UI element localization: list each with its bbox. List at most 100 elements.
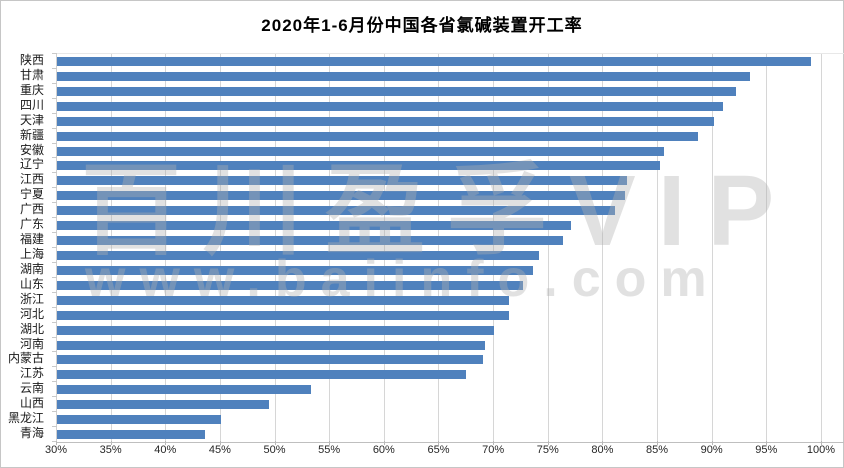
bar-辽宁 bbox=[57, 161, 661, 171]
bar-安徽 bbox=[57, 146, 664, 156]
y-axis-tick-label: 安徽 bbox=[19, 142, 44, 157]
y-axis-tick bbox=[52, 53, 57, 54]
y-axis-tick bbox=[52, 336, 57, 338]
x-axis-tick bbox=[602, 441, 604, 445]
x-axis-tick bbox=[110, 441, 112, 445]
gridline bbox=[657, 54, 659, 442]
y-axis-tick bbox=[52, 381, 57, 383]
y-axis-tick-label: 陕西 bbox=[19, 52, 44, 67]
y-axis-tick-label: 重庆 bbox=[19, 82, 44, 97]
gridline bbox=[274, 54, 276, 442]
bar-云南 bbox=[57, 385, 311, 395]
x-axis-tick bbox=[56, 441, 57, 445]
y-axis-tick bbox=[52, 366, 57, 368]
y-axis-tick bbox=[52, 187, 57, 189]
bar-天津 bbox=[57, 116, 714, 126]
y-axis-tick-label: 上海 bbox=[19, 246, 44, 261]
plot-area bbox=[56, 53, 844, 443]
y-axis-tick-label: 山西 bbox=[19, 396, 44, 411]
y-axis-tick bbox=[52, 321, 57, 323]
x-axis-tick-label: 40% bbox=[154, 444, 177, 456]
gridline bbox=[165, 54, 167, 442]
y-axis-tick bbox=[52, 157, 57, 159]
y-axis-tick bbox=[52, 127, 57, 129]
chart-title: 2020年1-6月份中国各省氯碱装置开工率 bbox=[261, 16, 583, 35]
y-axis-tick bbox=[52, 67, 57, 69]
bar-广西 bbox=[57, 206, 616, 216]
gridline bbox=[711, 54, 713, 442]
x-axis-labels: 30% 35% 40% 45% 50% 55% 60% 65% 70% 75% 80% 85% 90% 9… bbox=[1, 444, 844, 460]
x-axis-tick bbox=[657, 441, 659, 445]
x-axis-tick-label: 35% bbox=[99, 444, 122, 456]
x-axis-tick-label: 75% bbox=[536, 444, 559, 456]
x-axis-tick-label: 80% bbox=[591, 444, 614, 456]
gridline bbox=[820, 54, 822, 442]
y-axis-tick-label: 黑龙江 bbox=[7, 411, 44, 426]
y-axis-tick-label: 河北 bbox=[19, 306, 44, 321]
x-axis-tick-label: 90% bbox=[700, 444, 723, 456]
bar-山东 bbox=[57, 280, 523, 290]
gridline bbox=[219, 54, 221, 442]
bar-湖北 bbox=[57, 325, 495, 335]
x-axis-tick-label: 50% bbox=[263, 444, 286, 456]
y-axis-tick-label: 天津 bbox=[19, 112, 44, 127]
bar-河南 bbox=[57, 340, 486, 350]
y-axis-labels: 陕西 甘肃 重庆 四川 天津 新疆 安徽 辽宁 江西 宁夏 广西 广东 福建 上海 湖南 山东 浙江 河北 湖北 河南… bbox=[1, 53, 51, 441]
y-axis-tick-label: 甘肃 bbox=[19, 67, 44, 82]
y-axis-tick-label: 河南 bbox=[19, 336, 44, 351]
x-axis-tick-label: 100% bbox=[806, 444, 836, 456]
bar-重庆 bbox=[57, 86, 736, 96]
y-axis-tick bbox=[52, 247, 57, 248]
y-axis-tick-label: 山东 bbox=[19, 276, 44, 291]
bar-广东 bbox=[57, 221, 571, 231]
y-axis-tick bbox=[52, 202, 57, 204]
x-axis-tick bbox=[820, 441, 822, 445]
y-axis-tick-label: 内蒙古 bbox=[7, 351, 44, 366]
bar-新疆 bbox=[57, 131, 699, 141]
x-axis-tick-label: 45% bbox=[208, 444, 231, 456]
y-axis-tick bbox=[52, 276, 57, 278]
y-axis-tick bbox=[52, 142, 57, 144]
bar-宁夏 bbox=[57, 191, 626, 201]
x-axis-tick bbox=[766, 441, 768, 445]
bar-江西 bbox=[57, 176, 628, 186]
bar-陕西 bbox=[57, 56, 812, 66]
x-axis-tick bbox=[711, 441, 713, 445]
y-axis-tick-label: 宁夏 bbox=[19, 187, 44, 202]
bar-湖南 bbox=[57, 265, 534, 275]
gridline bbox=[493, 54, 495, 442]
x-axis-tick bbox=[493, 441, 495, 445]
x-axis-tick-label: 95% bbox=[755, 444, 778, 456]
y-axis-line bbox=[56, 54, 57, 442]
y-axis-tick-label: 青海 bbox=[19, 426, 44, 441]
y-axis-tick-label: 新疆 bbox=[19, 127, 44, 142]
y-axis-tick bbox=[52, 396, 57, 398]
y-axis-tick bbox=[52, 411, 57, 413]
bar-四川 bbox=[57, 101, 723, 111]
x-axis-tick bbox=[274, 441, 276, 445]
y-axis-tick bbox=[52, 172, 57, 174]
bar-内蒙古 bbox=[57, 355, 484, 365]
x-axis-tick bbox=[383, 441, 385, 445]
x-axis-tick bbox=[165, 441, 167, 445]
bar-河北 bbox=[57, 310, 510, 320]
y-axis-tick-label: 辽宁 bbox=[19, 157, 44, 172]
x-axis-tick-label: 30% bbox=[44, 444, 68, 456]
bar-浙江 bbox=[57, 295, 510, 305]
y-axis-tick-label: 湖北 bbox=[19, 321, 44, 336]
y-axis-tick bbox=[52, 291, 57, 293]
gridline bbox=[110, 54, 112, 442]
y-axis-tick-label: 广西 bbox=[19, 202, 44, 217]
y-axis-tick bbox=[52, 217, 57, 219]
x-axis-tick-label: 60% bbox=[372, 444, 395, 456]
gridline bbox=[383, 54, 385, 442]
y-axis-tick bbox=[52, 82, 57, 84]
y-axis-tick bbox=[52, 97, 57, 99]
gridline bbox=[329, 54, 331, 442]
bar-黑龙江 bbox=[57, 415, 221, 425]
y-axis-tick bbox=[52, 306, 57, 308]
y-axis-tick bbox=[52, 112, 57, 114]
x-axis-tick bbox=[438, 441, 440, 445]
y-axis-tick bbox=[52, 232, 57, 234]
bar-山西 bbox=[57, 400, 269, 410]
